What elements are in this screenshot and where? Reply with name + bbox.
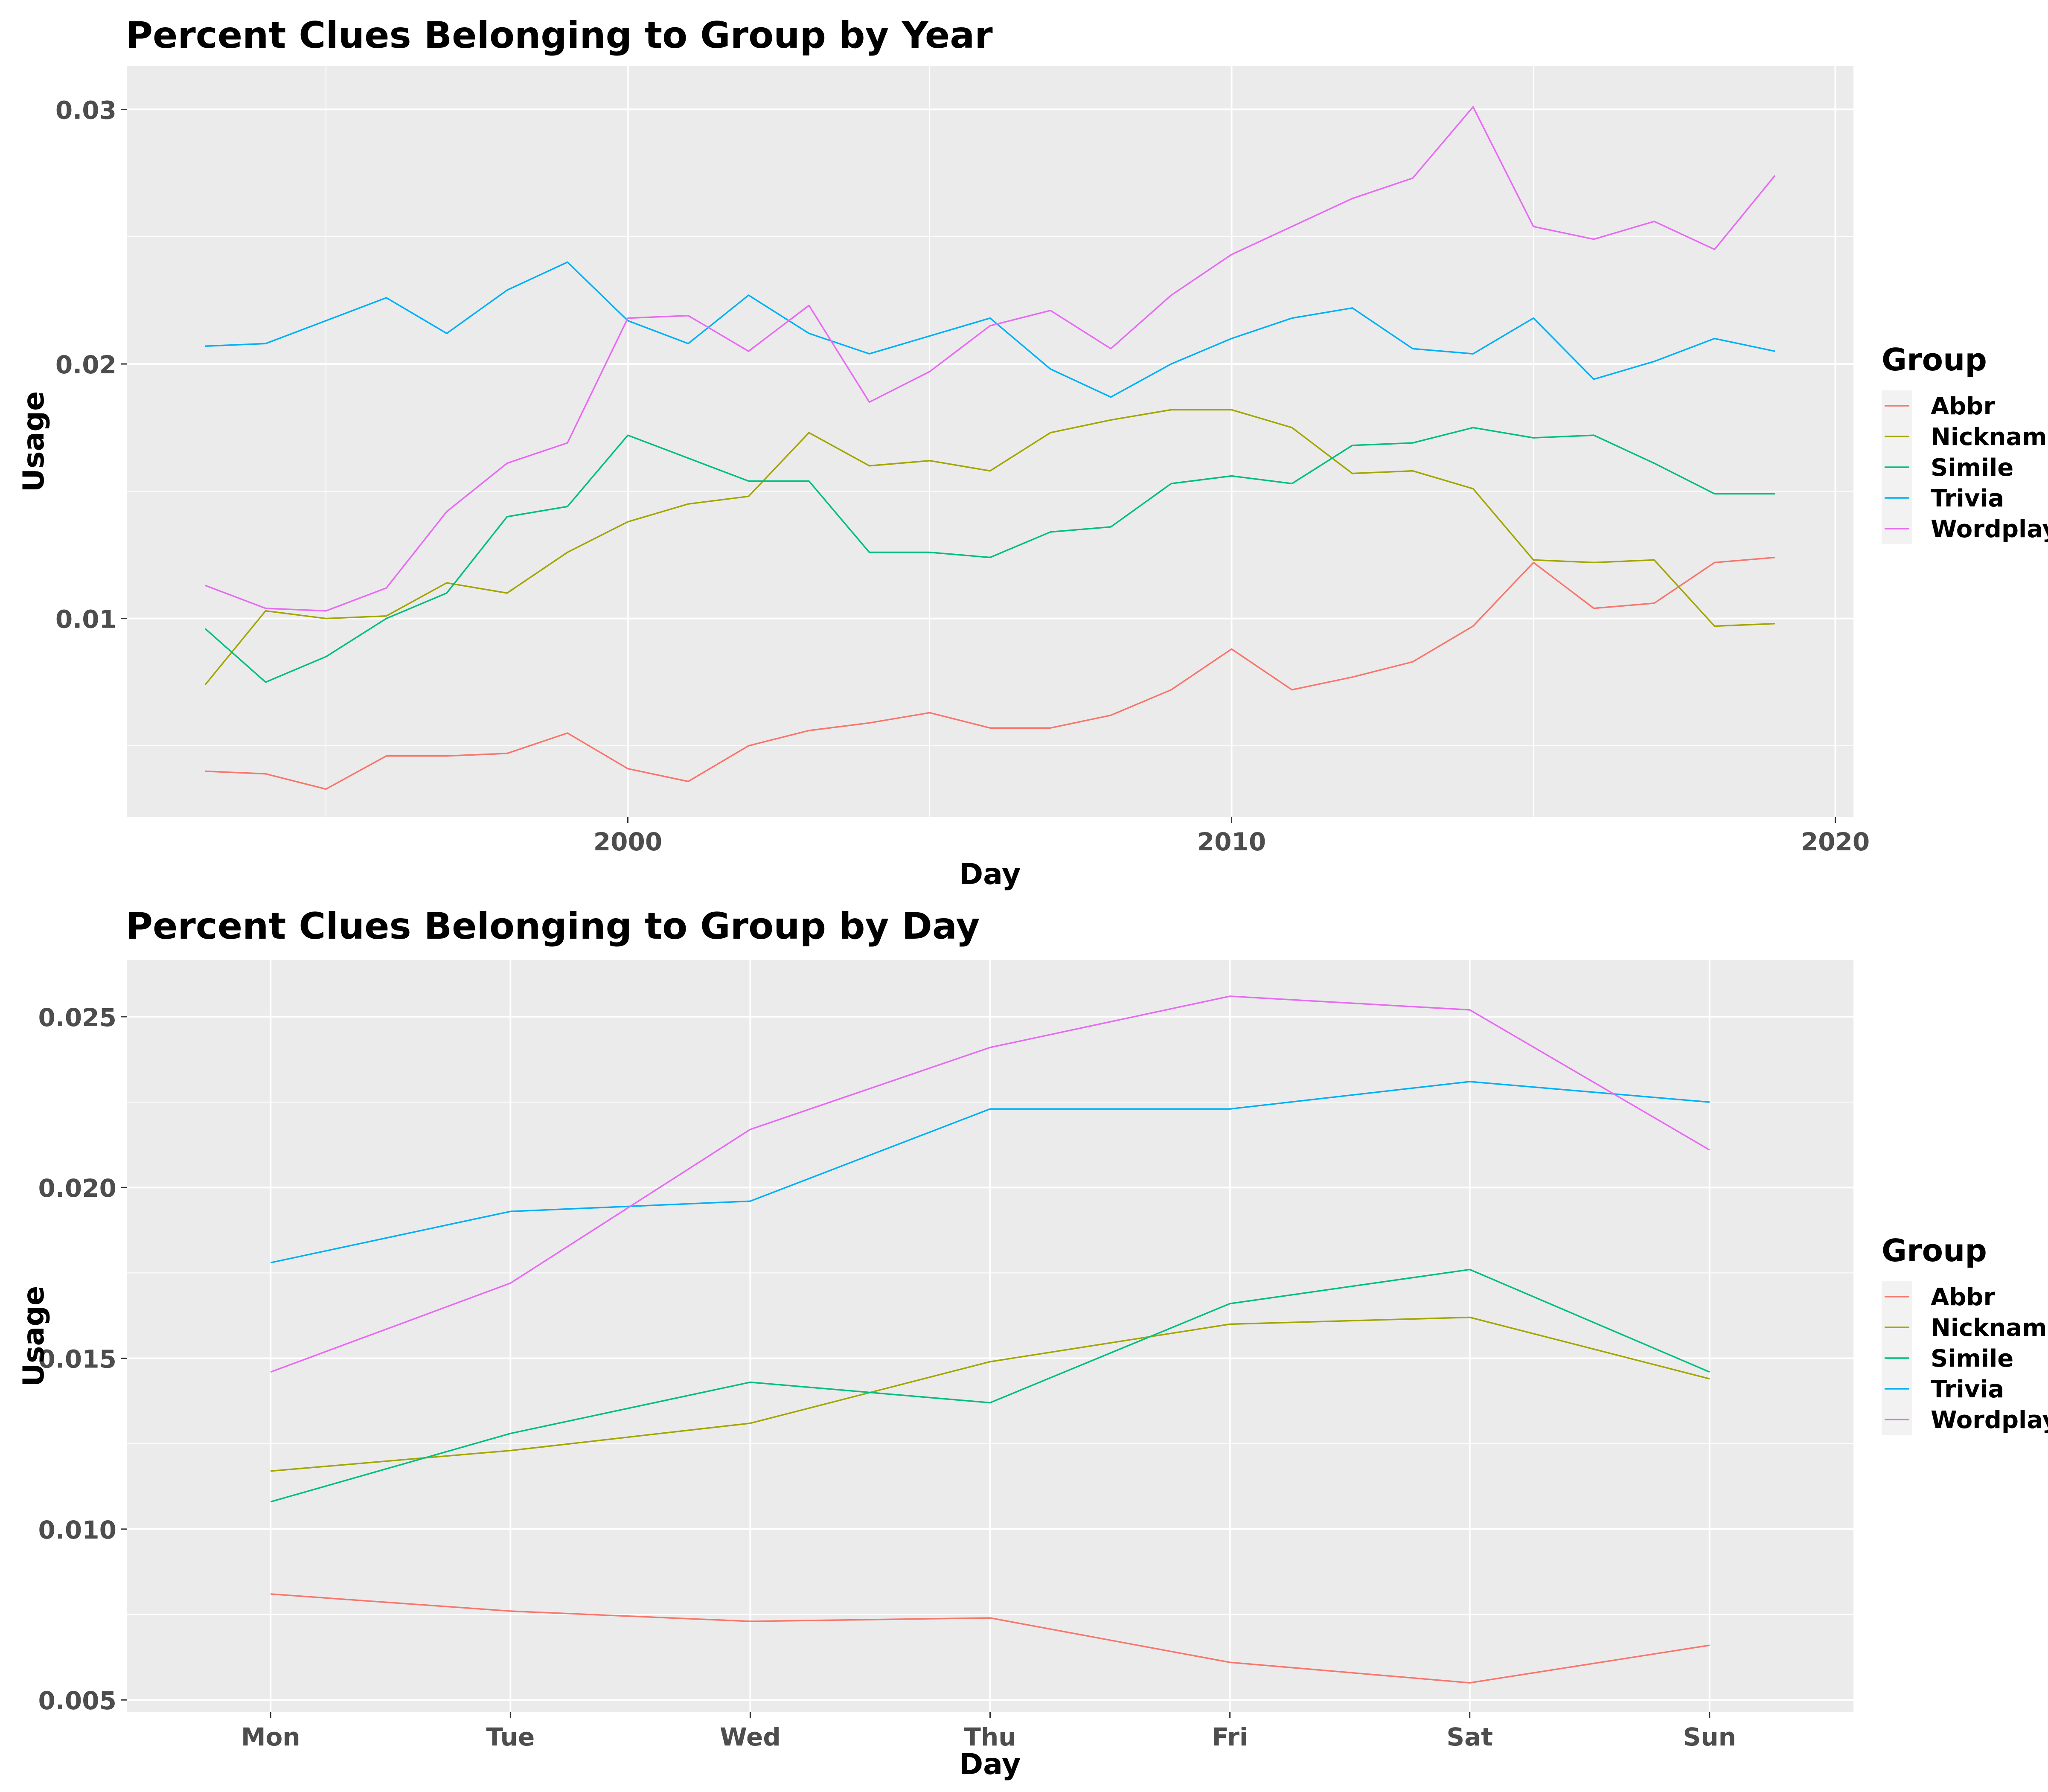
y-tick-label: 0.020 bbox=[38, 1174, 116, 1203]
y-tick-label: 0.015 bbox=[38, 1345, 116, 1374]
x-tick-label: Wed bbox=[720, 1722, 781, 1751]
y-axis-title: Usage bbox=[17, 391, 51, 492]
series-line-abbr bbox=[271, 1593, 1710, 1684]
series-line-trivia bbox=[270, 1081, 1710, 1264]
series-line-simile bbox=[270, 1268, 1710, 1503]
series-line-simile bbox=[204, 427, 1775, 683]
chart-by-year: Percent Clues Belonging to Group by Year… bbox=[17, 14, 2048, 891]
legend-label: Trivia bbox=[1931, 1376, 2004, 1403]
chart-title: Percent Clues Belonging to Group by Year bbox=[126, 14, 993, 57]
legend: Group Abbr Nickname Simile Trivia Wordplay bbox=[1882, 342, 2048, 544]
data-lines bbox=[204, 106, 1776, 790]
legend-label: Trivia bbox=[1931, 485, 2004, 512]
series-line-abbr bbox=[205, 556, 1775, 790]
y-tick-label: 0.005 bbox=[38, 1686, 116, 1715]
x-tick-label: Sun bbox=[1683, 1722, 1736, 1751]
y-tick-label: 0.03 bbox=[55, 96, 116, 125]
chart-title: Percent Clues Belonging to Group by Day bbox=[126, 905, 980, 948]
plot-panel bbox=[127, 66, 1853, 817]
x-tick-label: 2020 bbox=[1801, 827, 1870, 856]
x-tick-label: Tue bbox=[486, 1722, 535, 1751]
legend: Group Abbr Nickname Simile Trivia Wordplay bbox=[1882, 1233, 2048, 1435]
x-tick-label: Thu bbox=[964, 1722, 1016, 1751]
series-line-wordplay bbox=[205, 106, 1776, 612]
data-lines bbox=[270, 995, 1710, 1684]
legend-label: Wordplay bbox=[1931, 515, 2048, 543]
legend-label: Abbr bbox=[1931, 393, 1996, 420]
x-tick-label: Fri bbox=[1212, 1722, 1248, 1751]
series-line-nickname bbox=[271, 1316, 1710, 1472]
y-tick-label: 0.025 bbox=[38, 1003, 116, 1032]
legend-label: Nickname bbox=[1931, 423, 2048, 451]
gridlines bbox=[127, 960, 1853, 1712]
legend-label: Nickname bbox=[1931, 1314, 2048, 1342]
gridlines bbox=[127, 66, 1853, 817]
x-tick-label: Mon bbox=[241, 1722, 300, 1751]
x-axis: Mon Tue Wed Thu Fri Sat Sun bbox=[241, 1712, 1736, 1751]
legend-label: Wordplay bbox=[1931, 1406, 2048, 1434]
y-tick-label: 0.01 bbox=[55, 605, 116, 634]
legend-title: Group bbox=[1882, 1233, 1987, 1268]
legend-title: Group bbox=[1882, 342, 1987, 378]
y-axis: 0.01 0.02 0.03 bbox=[55, 96, 127, 634]
x-tick-label: 2000 bbox=[593, 827, 662, 856]
legend-label: Simile bbox=[1931, 1345, 2013, 1373]
y-tick-label: 0.010 bbox=[38, 1516, 116, 1545]
y-axis: 0.005 0.010 0.015 0.020 0.025 bbox=[38, 1003, 127, 1715]
legend-label: Simile bbox=[1931, 454, 2013, 482]
x-axis: 2000 2010 2020 bbox=[593, 817, 1870, 856]
x-axis-title: Day bbox=[959, 1748, 1021, 1781]
legend-label: Abbr bbox=[1931, 1283, 1996, 1311]
series-line-wordplay bbox=[270, 995, 1710, 1373]
chart-by-day: Percent Clues Belonging to Group by Day … bbox=[17, 905, 2048, 1781]
x-tick-label: 2010 bbox=[1197, 827, 1266, 856]
x-axis-title: Day bbox=[959, 858, 1021, 891]
y-tick-label: 0.02 bbox=[55, 350, 116, 379]
x-tick-label: Sat bbox=[1446, 1722, 1493, 1751]
series-line-trivia bbox=[205, 261, 1775, 398]
series-line-nickname bbox=[204, 409, 1775, 685]
y-axis-title: Usage bbox=[17, 1286, 51, 1387]
